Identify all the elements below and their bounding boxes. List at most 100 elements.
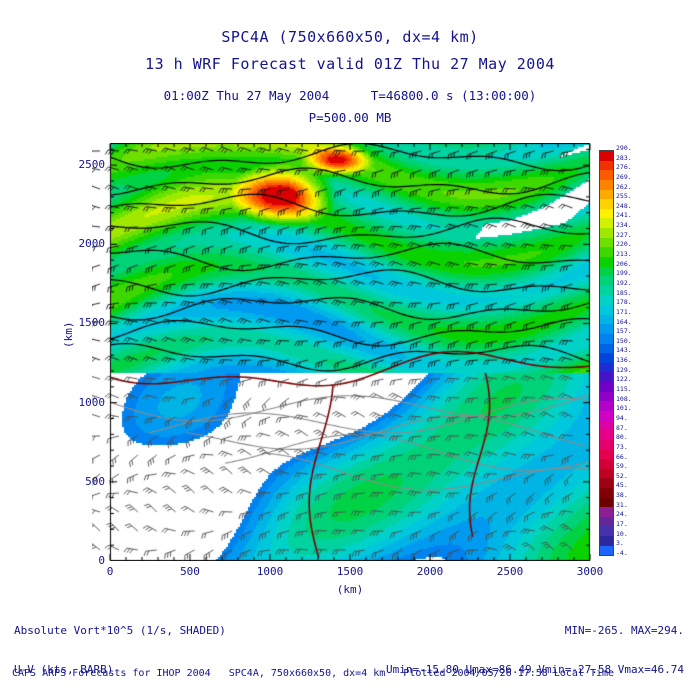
colorbar-cell: [600, 497, 613, 508]
colorbar-cell: [600, 401, 613, 411]
colorbar-tick-label: 87.: [616, 423, 628, 432]
colorbar-tick-label: 101.: [616, 404, 632, 413]
colorbar-cell: [600, 199, 613, 209]
colorbar-cell: [600, 468, 613, 479]
colorbar-tick-label: 206.: [616, 259, 632, 268]
colorbar-tick-label: 213.: [616, 250, 632, 259]
colorbar-cell: [600, 410, 613, 421]
colorbar-tick-label: 17.: [616, 519, 628, 528]
colorbar-cell: [600, 314, 613, 325]
colorbar-cell: [600, 545, 613, 556]
colorbar-tick-label: 115.: [616, 385, 632, 394]
colorbar-cell: [600, 151, 613, 161]
colorbar-cell: [600, 382, 613, 392]
colorbar-tick-label: 171.: [616, 307, 632, 316]
colorbar-cell: [600, 536, 613, 546]
y-tick-label: 1000: [78, 396, 106, 409]
colorbar-tick-label: 269.: [616, 172, 632, 181]
colorbar-cell: [600, 276, 613, 286]
y-tick-label: 500: [85, 475, 105, 488]
colorbar-tick-label: 150.: [616, 336, 632, 345]
colorbar-cell: [600, 516, 613, 527]
y-tick-label: 2500: [78, 158, 106, 171]
colorbar-cell: [600, 256, 613, 267]
colorbar-tick-label: 45.: [616, 481, 628, 490]
colorbar-tick-label: 52.: [616, 471, 628, 480]
colorbar-tick-label: 136.: [616, 356, 632, 365]
colorbar-cell: [600, 487, 613, 498]
x-tick-label: 0: [106, 565, 114, 578]
colorbar-cell: [600, 160, 613, 171]
colorbar-cell: [600, 295, 613, 305]
colorbar-cell: [600, 372, 613, 382]
x-tick-label: 2000: [416, 565, 444, 578]
colorbar-cell: [600, 343, 613, 354]
colorbar-tick-label: 157.: [616, 327, 632, 336]
valid-time-text: 01:00Z Thu 27 May 2004: [163, 88, 330, 103]
colorbar-cell: [600, 237, 613, 248]
footer-credit: CAPS ARPS Forecasts for IHOP 2004 SPC4A,…: [12, 668, 615, 679]
colorbar-cells: [599, 150, 614, 556]
legend-shaded-field: Absolute Vort*10^5 (1/s, SHADED): [14, 624, 226, 637]
colorbar-tick-label: 192.: [616, 278, 632, 287]
colorbar-cell: [600, 439, 613, 450]
colorbar-tick-label: 164.: [616, 317, 632, 326]
colorbar-tick-label: 241.: [616, 211, 632, 220]
colorbar-tick-label: 248.: [616, 201, 632, 210]
colorbar-cell: [600, 208, 613, 219]
colorbar-tick-label: 24.: [616, 510, 628, 519]
colorbar-tick-label: 10.: [616, 529, 628, 538]
colorbar-cell: [600, 189, 613, 200]
x-tick-label: 500: [180, 565, 200, 578]
colorbar-tick-label: -4.: [616, 548, 628, 557]
y-tick-label: 2000: [78, 237, 106, 250]
colorbar-tick-label: 3.: [616, 539, 624, 548]
colorbar-tick-label: 108.: [616, 394, 632, 403]
plot-title: SPC4A (750x660x50, dx=4 km): [221, 28, 479, 46]
colorbar-tick-label: 220.: [616, 240, 632, 249]
x-tick-label: 1500: [336, 565, 364, 578]
model-time-text: T=46800.0 s (13:00:00): [370, 88, 537, 103]
x-tick-label: 1000: [256, 565, 284, 578]
colorbar-tick-label: 38.: [616, 491, 628, 500]
colorbar-cell: [600, 247, 613, 257]
colorbar-cell: [600, 449, 613, 459]
colorbar-tick-label: 94.: [616, 413, 628, 422]
colorbar-cell: [600, 305, 613, 315]
y-tick-label: 1500: [78, 316, 106, 329]
colorbar-cell: [600, 507, 613, 517]
plot-subtitle: 13 h WRF Forecast valid 01Z Thu 27 May 2…: [145, 55, 555, 73]
legend-shaded-minmax: MIN=-265. MAX=294.: [564, 624, 684, 637]
colorbar-cell: [600, 285, 613, 296]
colorbar-cell: [600, 353, 613, 363]
legend-wind-barb: U-V (kts, BARB): [14, 663, 114, 676]
colorbar-cell: [600, 420, 613, 431]
colorbar-cell: [600, 170, 613, 180]
colorbar-cell: [600, 228, 613, 238]
colorbar-tick-label: 66.: [616, 452, 628, 461]
colorbar-tick-label: 59.: [616, 462, 628, 471]
time-info-line: 01:00Z Thu 27 May 2004 T=46800.0 s (13:0…: [0, 88, 700, 103]
x-axis-title: (km): [336, 583, 364, 596]
colorbar-tick-label: 276.: [616, 163, 632, 172]
colorbar-cell: [600, 179, 613, 190]
colorbar-cell: [600, 526, 613, 536]
colorbar-tick-label: 143.: [616, 346, 632, 355]
colorbar-tick-label: 283.: [616, 153, 632, 162]
colorbar-cell: [600, 459, 613, 469]
colorbar-tick-label: 262.: [616, 182, 632, 191]
colorbar-tick-label: 31.: [616, 500, 628, 509]
colorbar-tick-label: 80.: [616, 433, 628, 442]
colorbar-tick-label: 122.: [616, 375, 632, 384]
pressure-level-text: P=500.00 MB: [308, 110, 392, 125]
colorbar-tick-label: 178.: [616, 298, 632, 307]
colorbar-tick-label: 234.: [616, 221, 632, 230]
colorbar-cell: [600, 324, 613, 334]
colorbar-tick-label: 255.: [616, 192, 632, 201]
colorbar-cell: [600, 218, 613, 228]
colorbar-cell: [600, 430, 613, 440]
legend-right: MIN=-265. MAX=294. Umin=-15.80 Umax=86.4…: [386, 598, 684, 700]
y-tick-label: 0: [98, 554, 105, 567]
legend-wind-minmax: Umin=-15.80 Umax=86.49 Vmin=-27.58 Vmax=…: [385, 663, 684, 676]
